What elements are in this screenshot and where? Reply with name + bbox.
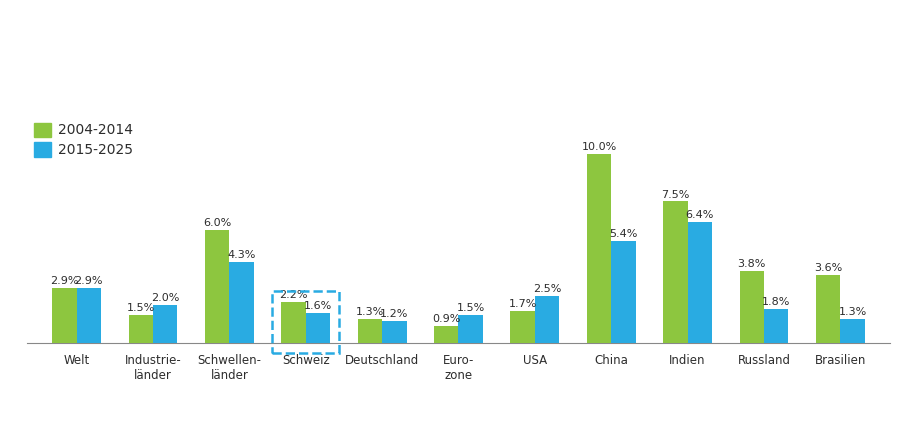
Text: 1.3%: 1.3% [839, 307, 867, 317]
Bar [458, 315, 483, 343]
Text: 1.6%: 1.6% [304, 301, 332, 311]
Bar [382, 320, 406, 343]
Text: 10.0%: 10.0% [582, 142, 617, 152]
Bar [52, 288, 76, 343]
Text: 2.9%: 2.9% [75, 276, 103, 287]
Bar [764, 309, 788, 343]
Text: 7.5%: 7.5% [661, 190, 690, 199]
Text: 5.4%: 5.4% [610, 229, 637, 239]
Text: 6.4%: 6.4% [686, 210, 714, 221]
Bar [358, 319, 382, 343]
Text: 4.3%: 4.3% [227, 250, 256, 260]
Bar [511, 311, 535, 343]
Text: 3.6%: 3.6% [814, 263, 842, 273]
Bar [153, 305, 177, 343]
Text: 1.5%: 1.5% [457, 303, 485, 313]
Text: 1.7%: 1.7% [509, 299, 537, 309]
Bar [611, 241, 636, 343]
Text: 2.2%: 2.2% [280, 290, 307, 300]
Bar [229, 262, 254, 343]
Text: 0.9%: 0.9% [432, 314, 460, 324]
Text: 1.5%: 1.5% [127, 303, 155, 313]
Bar [76, 288, 101, 343]
Text: 1.8%: 1.8% [762, 297, 790, 307]
Bar [688, 222, 712, 343]
Bar [272, 291, 339, 353]
Text: 1.3%: 1.3% [356, 307, 384, 317]
Bar [205, 230, 229, 343]
Bar [281, 302, 306, 343]
Text: 3.8%: 3.8% [737, 260, 766, 269]
Bar [587, 154, 611, 343]
Bar [535, 296, 559, 343]
Bar [816, 275, 841, 343]
Text: 2.5%: 2.5% [533, 284, 561, 294]
Bar [663, 201, 688, 343]
Bar [306, 313, 330, 343]
Bar [129, 315, 153, 343]
Legend: 2004-2014, 2015-2025: 2004-2014, 2015-2025 [34, 123, 132, 157]
Text: 2.0%: 2.0% [151, 293, 180, 303]
Text: 1.2%: 1.2% [380, 308, 408, 319]
Bar [841, 319, 865, 343]
Text: 6.0%: 6.0% [203, 218, 231, 228]
Bar [434, 326, 458, 343]
Bar [740, 272, 764, 343]
Text: 2.9%: 2.9% [50, 276, 78, 287]
